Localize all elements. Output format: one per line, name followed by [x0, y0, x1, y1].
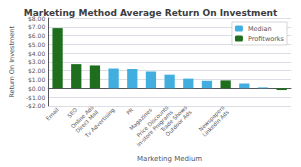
svg-text:$6.00: $6.00: [28, 32, 45, 39]
svg-text:Marketing Method Average Retur: Marketing Method Average Return On Inves…: [24, 8, 278, 18]
svg-text:Marketing Medium: Marketing Medium: [137, 155, 202, 163]
svg-text:-$1.00: -$1.00: [26, 94, 46, 101]
svg-text:Email: Email: [45, 106, 60, 121]
svg-text:$1.00: $1.00: [28, 76, 45, 83]
svg-text:LinkedIn Ads: LinkedIn Ads: [201, 109, 230, 138]
svg-text:$7.00: $7.00: [28, 23, 45, 30]
svg-text:$4.00: $4.00: [28, 50, 45, 57]
svg-text:$0.00: $0.00: [28, 85, 45, 92]
svg-text:Profitworks: Profitworks: [248, 35, 285, 43]
svg-text:-$2.00: -$2.00: [26, 102, 46, 109]
svg-text:Median: Median: [248, 25, 272, 33]
svg-text:Newspapers: Newspapers: [197, 104, 226, 133]
svg-text:Online Ads: Online Ads: [69, 104, 95, 130]
svg-text:Return On Investment: Return On Investment: [8, 26, 16, 98]
svg-text:PR: PR: [125, 107, 134, 116]
svg-text:$5.00: $5.00: [28, 41, 45, 48]
svg-text:Outdoor Ads: Outdoor Ads: [164, 109, 192, 137]
svg-text:$3.00: $3.00: [28, 58, 45, 65]
svg-text:Trade Shows: Trade Shows: [159, 104, 189, 133]
svg-text:Tv Advertising: Tv Advertising: [83, 107, 116, 140]
svg-text:Magazines: Magazines: [128, 106, 154, 132]
svg-text:Direct Mail: Direct Mail: [74, 109, 100, 134]
svg-text:Price Discounts: Price Discounts: [135, 104, 170, 139]
svg-text:In-store Programs: In-store Programs: [135, 109, 174, 148]
svg-text:SEO: SEO: [66, 106, 79, 119]
svg-text:$8.00: $8.00: [28, 14, 46, 22]
svg-text:$2.00: $2.00: [28, 67, 45, 74]
